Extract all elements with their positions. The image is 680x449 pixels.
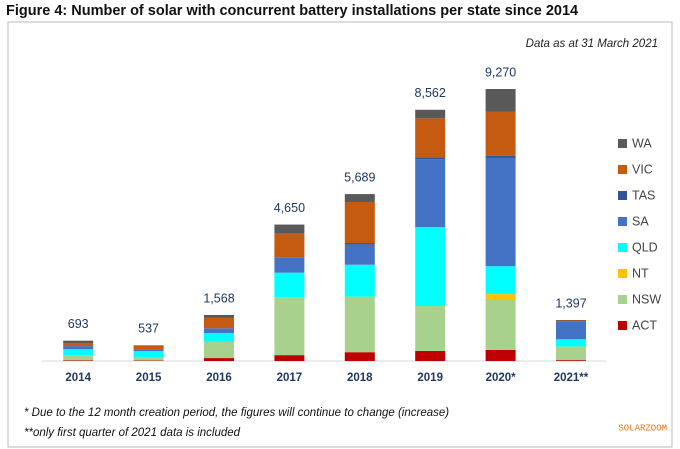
total-label: 8,562 [415,86,446,100]
total-label: 1,568 [203,291,234,305]
bar-segment [415,227,446,307]
bar-segment [344,352,375,361]
legend-label: SA [632,214,649,228]
legend-label: QLD [632,240,658,254]
legend-label: NSW [632,292,661,306]
bar-segment [485,299,516,350]
total-label: 1,397 [555,296,586,310]
bar-segment [274,272,305,298]
bar-segment [344,243,375,245]
chart-title: Figure 4: Number of solar with concurren… [6,3,578,19]
bar-segment [133,349,164,352]
bar-segment [344,297,375,353]
legend-swatch [618,243,627,252]
bar-segment [274,233,305,258]
subtitle: Data as at 31 March 2021 [526,38,658,50]
bar-segment [204,358,234,361]
bar-segment [415,307,446,352]
bar-segment [415,159,446,228]
total-label: 537 [138,322,159,336]
bar-segment [556,360,586,361]
legend-swatch [618,269,627,278]
x-tick-label: 2014 [65,372,91,384]
x-tick-label: 2017 [277,372,303,384]
legend-swatch [618,321,627,330]
bar-segment [204,328,234,334]
bar-segment [556,339,586,347]
bar-segment [556,321,586,340]
bar-segment [274,257,305,273]
bar-segment [485,266,516,295]
legend-label: WA [632,136,652,150]
total-label: 4,650 [274,201,305,215]
x-tick-label: 2020* [486,372,517,384]
x-tick-label: 2015 [136,372,162,384]
bar-segment [344,194,375,202]
watermark: SOLARZOOM [618,423,667,433]
legend-swatch [618,165,627,174]
bar-segment [415,118,446,158]
bar-segment [415,157,446,160]
bar-segment [204,341,234,359]
bar-segment [274,257,305,258]
bar-segment [63,340,94,344]
bar-segment [485,111,516,156]
bar-segment [415,351,446,361]
bar-segment [133,357,164,361]
bar-segment [133,345,164,350]
note: * Due to the 12 month creation period, t… [24,407,449,419]
legend-swatch [618,295,627,304]
bar-segment [63,343,94,347]
x-tick-label: 2021** [554,372,589,384]
bar-segment [415,306,446,308]
bar-segment [344,264,375,297]
bar-segment [133,351,164,358]
bar-segment [556,321,586,322]
legend-label: NT [632,266,649,280]
x-tick-label: 2019 [417,372,443,384]
legend-swatch [618,217,627,226]
total-label: 9,270 [485,65,516,79]
legend-swatch [618,139,627,148]
bar-segment [274,224,305,234]
bar-segment [485,89,516,112]
bar-segment [556,320,586,322]
bar-segment [204,317,234,329]
bar-segment [556,346,586,361]
legend-label: TAS [632,188,655,202]
bar-segment [274,297,305,356]
bar-segment [204,314,234,318]
total-label: 5,689 [344,170,375,184]
bar-segment [63,349,94,356]
bar-segment [63,355,94,361]
legend-label: VIC [632,162,653,176]
bar-segment [485,157,516,267]
bar-segment [344,201,375,244]
bar-segment [485,155,516,158]
bar-segment [274,355,305,361]
note: **only first quarter of 2021 data is inc… [24,427,241,439]
legend-swatch [618,191,627,200]
bar-segment [204,333,234,342]
bar-segment [485,349,516,361]
bar-segment [63,346,94,350]
frame [7,21,673,448]
bar-segment [63,360,94,361]
bar-segment [415,109,446,119]
bar-segment [204,328,234,329]
x-tick-label: 2018 [347,372,373,384]
bar-segment [485,294,516,300]
x-tick-label: 2016 [206,372,232,384]
total-label: 693 [68,317,89,331]
bar-segment [344,244,375,265]
legend-label: ACT [632,318,657,332]
